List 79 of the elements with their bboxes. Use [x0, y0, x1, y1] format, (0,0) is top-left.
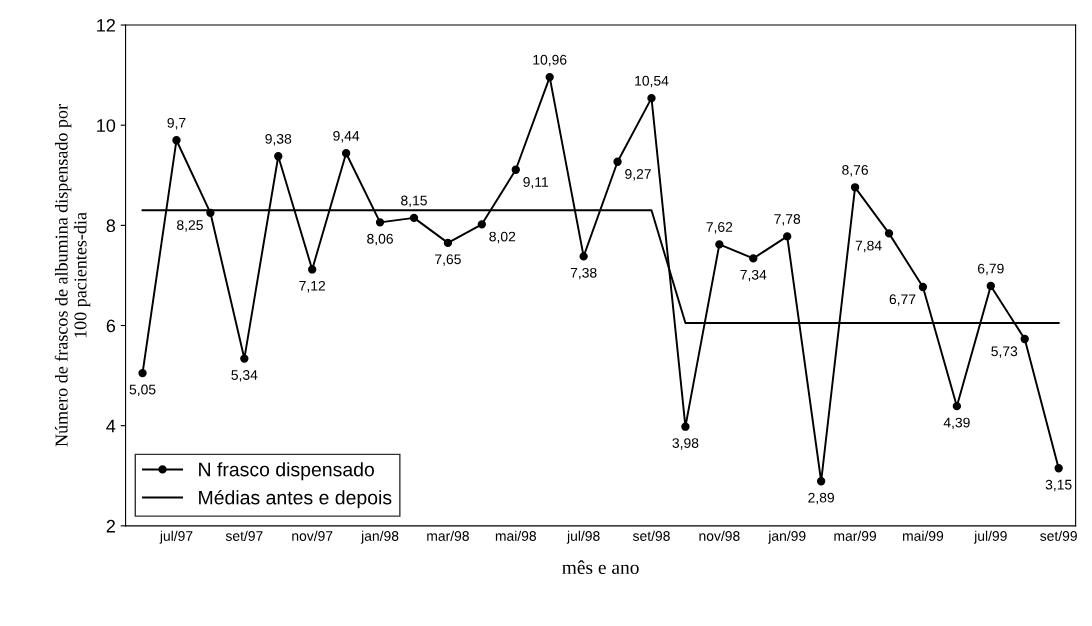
y-tick-label: 10 — [97, 119, 116, 132]
y-axis-title: Número de frascos de albumina dispensado por 100 pacientes-dia — [54, 104, 91, 447]
point — [986, 281, 995, 291]
legend-label: N frasco dispensado — [199, 462, 374, 481]
data-label: 8,25 — [177, 220, 203, 232]
point — [240, 354, 249, 363]
x-tick-label: mai/98 — [495, 530, 537, 541]
data-label: 5,73 — [991, 346, 1018, 358]
data-label: 8,06 — [367, 233, 393, 246]
data-label: 5,34 — [231, 370, 258, 382]
data-label: 5,05 — [129, 384, 156, 397]
point — [884, 229, 894, 238]
data-label: 8,76 — [842, 165, 868, 177]
data-label: 6,79 — [977, 263, 1004, 276]
x-tick-label: jul/97 — [159, 530, 193, 544]
data-label: 3,15 — [1045, 479, 1072, 492]
data-label: 4,39 — [943, 417, 970, 430]
x-tick-label: jan/99 — [767, 530, 806, 544]
point — [749, 254, 758, 263]
y-tick-label: 12 — [97, 18, 115, 32]
data-label: 8,15 — [401, 195, 427, 208]
data-label: 7,12 — [299, 280, 326, 293]
y-tick-label: 8 — [106, 219, 116, 233]
x-tick-label: mai/99 — [903, 530, 944, 541]
x-tick-label: nov/97 — [292, 530, 333, 541]
point — [545, 72, 554, 82]
point — [952, 401, 962, 411]
point — [375, 218, 385, 227]
data-label: 10,54 — [635, 75, 669, 88]
legend-label: Médias antes e depois — [199, 489, 392, 509]
point — [409, 213, 419, 223]
data-label: 7,65 — [435, 254, 461, 266]
data-label: 7,34 — [740, 269, 767, 282]
point — [308, 265, 317, 274]
x-tick-label: set/99 — [1040, 530, 1077, 541]
data-label: 9,27 — [625, 169, 651, 181]
point — [681, 422, 690, 431]
point — [477, 220, 487, 229]
point — [783, 232, 792, 241]
point — [1020, 334, 1029, 344]
point — [138, 368, 147, 378]
point — [647, 93, 656, 103]
point — [715, 240, 724, 249]
x-tick-label: jan/98 — [360, 530, 399, 544]
point — [850, 183, 860, 192]
x-tick-label: mar/98 — [427, 530, 469, 541]
point — [443, 238, 453, 248]
point — [613, 157, 622, 166]
point — [274, 152, 283, 161]
x-tick-label: set/98 — [632, 530, 670, 541]
x-tick-label: jul/98 — [566, 530, 600, 544]
data-label: 10,96 — [533, 54, 567, 67]
y-tick-label: 2 — [106, 519, 115, 533]
x-axis-title: mês e ano — [562, 560, 639, 574]
data-label: 3,98 — [672, 438, 699, 450]
data-label: 9,11 — [523, 177, 549, 189]
x-tick-label: mar/99 — [834, 530, 877, 541]
x-tick-label: nov/98 — [699, 530, 740, 541]
point — [172, 136, 181, 145]
data-label: 2,89 — [808, 492, 834, 505]
point — [1054, 464, 1063, 473]
x-tick-label: jul/99 — [973, 530, 1007, 544]
data-label: 9,44 — [333, 130, 360, 143]
y-tick-label: 6 — [106, 319, 116, 333]
point — [511, 165, 520, 174]
data-label: 8,02 — [489, 231, 516, 244]
data-label: 7,38 — [570, 267, 597, 280]
data-label: 6,77 — [889, 294, 916, 306]
point — [816, 477, 826, 486]
data-label: 9,7 — [167, 117, 186, 130]
data-label: 7,84 — [855, 240, 882, 253]
point — [341, 149, 351, 158]
point — [918, 282, 928, 292]
data-label: 7,78 — [774, 214, 801, 226]
data-label: 7,62 — [706, 222, 733, 234]
y-tick-label: 4 — [106, 419, 116, 433]
x-tick-label: set/97 — [225, 530, 263, 541]
data-label: 9,38 — [265, 133, 292, 146]
point — [579, 252, 588, 261]
